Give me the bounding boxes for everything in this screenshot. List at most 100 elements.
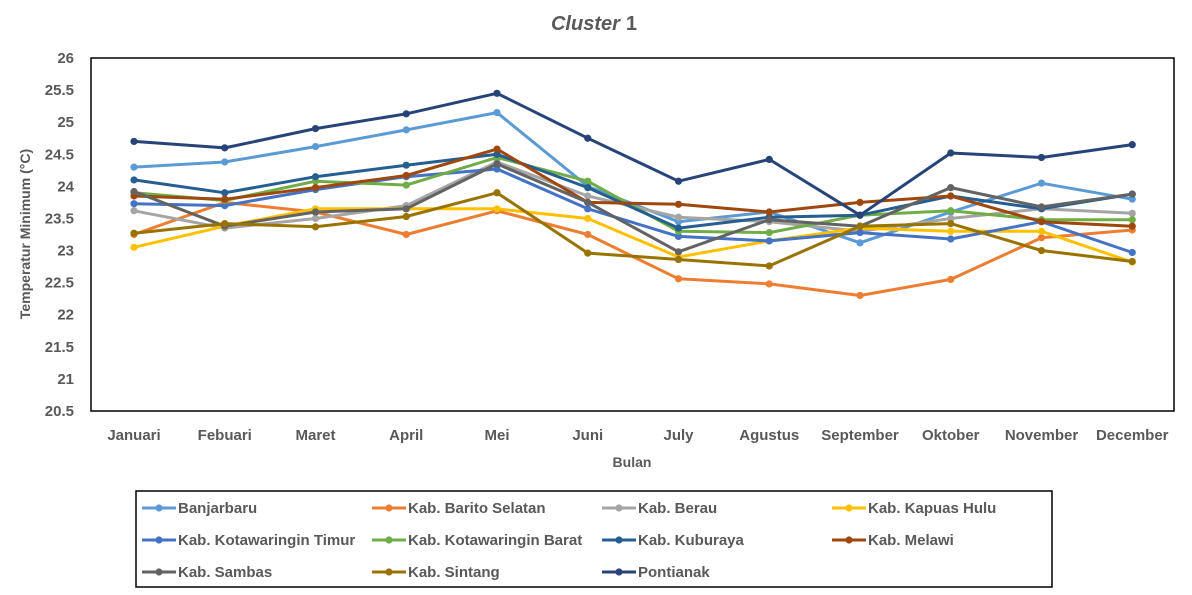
data-point [402,212,410,221]
x-tick-label: Maret [295,427,335,444]
y-tick-label: 20.5 [45,403,74,420]
data-point [674,177,683,185]
data-point [947,184,955,192]
data-point [402,230,410,239]
data-point [1037,246,1046,255]
legend-swatch-marker [615,504,623,512]
data-point [765,262,773,270]
series-line [132,162,1134,254]
legend-swatch-marker [845,536,853,544]
data-point [311,208,320,216]
legend: Banjarbaru Kab. Barito Selatan Kab. Berau K… [142,500,996,581]
data-point [674,275,683,283]
data-point [947,227,955,235]
data-point [130,176,138,184]
legend-label: Kab. Melawi [868,532,954,549]
data-point [311,214,320,223]
series-line [132,147,1134,228]
data-point [674,200,683,208]
series-group [130,189,1136,270]
y-axis-label: Temperatur Minimum (°C) [17,149,33,319]
series-line [132,152,1134,230]
data-point [221,219,229,228]
data-point [1128,257,1136,266]
x-tick-label: April [389,427,423,444]
plot-area-frame [90,57,1175,412]
data-point [402,110,410,118]
data-point [856,291,864,300]
data-point [493,189,501,197]
data-point [1128,141,1136,149]
x-tick-label: Oktober [922,427,980,444]
data-point [493,205,501,213]
series-group [130,89,1136,219]
data-point [130,163,138,171]
data-point [584,198,592,207]
legend-box [135,490,1053,588]
legend-item: Banjarbaru [142,500,257,517]
data-point [1037,179,1046,187]
legend-swatch-marker [385,536,393,544]
series-line [132,91,1134,217]
data-point [584,230,592,239]
chart-title: Cluster 1 [551,13,637,35]
series-layer [130,89,1136,300]
data-point [1128,209,1136,217]
series-line [132,167,1134,254]
y-tick-label: 23 [57,243,74,260]
data-point [856,198,864,207]
data-point [493,160,501,168]
x-tick-label: December [1096,427,1169,444]
data-point [947,207,955,215]
y-tick-label: 21.5 [45,339,74,356]
data-point [674,232,683,241]
data-point [130,229,138,237]
y-tick-label: 23.5 [45,210,74,227]
data-point [402,181,410,189]
y-tick-label: 25 [57,114,74,131]
legend-swatch-marker [385,568,393,576]
legend-label: Kab. Barito Selatan [408,500,546,517]
data-point [130,243,138,251]
legend-label: Kab. Sintang [408,564,500,581]
data-point [584,192,592,200]
x-tick-label: Agustus [739,427,799,444]
y-tick-label: 25.5 [45,82,74,99]
data-point [584,214,592,223]
legend-item: Kab. Melawi [832,532,954,549]
data-point [765,280,773,288]
data-point [674,255,683,264]
data-point [584,134,592,142]
x-tick-label: July [663,427,694,444]
legend-item: Kab. Kuburaya [602,532,745,549]
data-point [584,184,592,192]
data-point [947,149,955,157]
legend-item: Pontianak [602,564,710,581]
data-point [402,126,410,134]
chart-title-number: 1 [626,13,637,35]
data-point [947,235,955,243]
legend-item: Kab. Kotawaringin Barat [372,532,582,549]
data-point [493,89,501,97]
data-point [1128,248,1136,257]
y-axis-tick-labels: 26 25.5 25 24.5 24 23.5 23 22.5 22 21.5 21 20.5 [45,50,75,420]
data-point [765,208,773,216]
legend-swatch-marker [845,504,853,512]
legend-item: Kab. Sintang [372,564,500,581]
legend-label: Kab. Sambas [178,564,272,581]
data-point [493,145,501,153]
legend-label: Kab. Kuburaya [638,532,745,549]
legend-item: Kab. Sambas [142,564,272,581]
data-point [856,211,864,219]
data-point [221,202,229,210]
data-point [221,158,229,166]
legend-swatch-marker [615,536,623,544]
data-point [1037,153,1046,162]
x-tick-label: Mei [484,427,509,444]
y-tick-label: 22.5 [45,275,74,292]
data-point [674,213,683,221]
data-point [765,228,773,237]
data-point [311,223,320,231]
data-point [402,205,410,213]
